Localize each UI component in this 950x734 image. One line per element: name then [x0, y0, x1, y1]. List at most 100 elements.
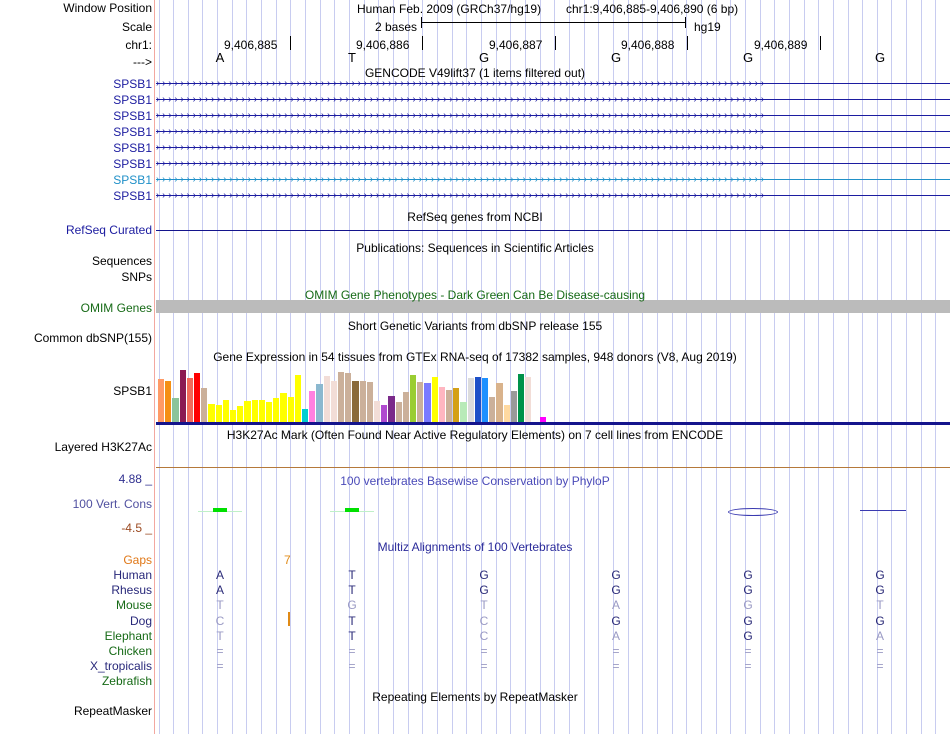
species-label[interactable]: Dog [129, 614, 152, 628]
gtex-tissue-bar[interactable] [438, 387, 446, 422]
gtex-tissue-bar[interactable] [194, 372, 201, 422]
gtex-tissue-bar[interactable] [287, 396, 294, 422]
track-label-gaps[interactable]: Gaps [123, 553, 152, 567]
gtex-tissue-bar[interactable] [186, 378, 194, 422]
gencode-gene-label[interactable]: SPSB1 [113, 173, 152, 187]
species-label[interactable]: Chicken [108, 644, 152, 658]
gtex-tissue-bar[interactable] [489, 396, 496, 422]
alignment-base: G [743, 598, 753, 612]
gencode-gene-label[interactable]: SPSB1 [113, 93, 152, 107]
gtex-tissue-bar[interactable] [417, 381, 424, 422]
gtex-tissue-bar[interactable] [338, 371, 345, 422]
gtex-expression-barchart[interactable] [156, 366, 950, 425]
gtex-tissue-bar[interactable] [424, 382, 431, 422]
gtex-tissue-bar[interactable] [402, 391, 410, 422]
gencode-transcript-row[interactable]: › › › › › › › › › › › › › › › › › › › › … [156, 142, 950, 153]
gencode-transcript-row[interactable]: › › › › › › › › › › › › › › › › › › › › … [156, 126, 950, 137]
gtex-tissue-bar[interactable] [510, 390, 518, 422]
gencode-transcript-row[interactable]: › › › › › › › › › › › › › › › › › › › › … [156, 190, 950, 201]
track-label-omim-genes[interactable]: OMIM Genes [80, 301, 152, 315]
gtex-tissue-bar[interactable] [482, 378, 489, 422]
gtex-tissue-bar[interactable] [352, 380, 359, 422]
gencode-transcript-row[interactable]: › › › › › › › › › › › › › › › › › › › › … [156, 78, 950, 89]
gtex-tissue-bar[interactable] [280, 392, 287, 422]
gtex-tissue-bar[interactable] [237, 406, 244, 422]
gtex-tissue-bar[interactable] [172, 398, 179, 422]
gtex-tissue-bar[interactable] [266, 401, 273, 422]
gtex-tissue-bar[interactable] [518, 373, 525, 422]
gtex-tissue-bar[interactable] [460, 401, 467, 422]
gencode-transcript-row[interactable]: › › › › › › › › › › › › › › › › › › › › … [156, 94, 950, 105]
alignment-base: = [348, 644, 356, 658]
gtex-tissue-bar[interactable] [467, 378, 474, 422]
conservation-feature-mark[interactable] [728, 508, 778, 516]
gtex-tissue-bar[interactable] [366, 381, 374, 422]
gencode-transcript-row[interactable]: › › › › › › › › › › › › › › › › › › › › … [156, 158, 950, 169]
track-label-layered-h3k27ac[interactable]: Layered H3K27Ac [54, 440, 152, 454]
gtex-tissue-bar[interactable] [395, 402, 402, 422]
gencode-gene-label[interactable]: SPSB1 [113, 77, 152, 91]
track-label-refseq-curated[interactable]: RefSeq Curated [65, 223, 152, 237]
alignment-base: = [216, 659, 224, 673]
gtex-tissue-bar[interactable] [345, 372, 352, 422]
refseq-feature-line[interactable] [156, 230, 950, 231]
gtex-tissue-bar[interactable] [323, 376, 330, 422]
gtex-tissue-bar[interactable] [446, 390, 453, 422]
gencode-gene-label[interactable]: SPSB1 [113, 189, 152, 203]
gtex-tissue-bar[interactable] [316, 383, 323, 422]
gtex-tissue-bar[interactable] [230, 409, 237, 422]
gtex-tissue-bar[interactable] [453, 388, 460, 422]
gtex-tissue-bar[interactable] [222, 400, 230, 422]
gencode-transcript-row[interactable]: › › › › › › › › › › › › › › › › › › › › … [156, 174, 950, 185]
gtex-tissue-bar[interactable] [273, 397, 280, 422]
gencode-gene-label[interactable]: SPSB1 [113, 157, 152, 171]
species-label[interactable]: Zebrafish [101, 674, 152, 688]
gtex-tissue-bar[interactable] [158, 379, 165, 422]
species-label[interactable]: Rhesus [111, 583, 152, 597]
alignment-base: G [479, 568, 489, 582]
gtex-tissue-bar[interactable] [302, 408, 309, 422]
gtex-tissue-bar[interactable] [525, 376, 532, 422]
track-label-gtex-gene[interactable]: SPSB1 [113, 384, 152, 398]
gtex-tissue-bar[interactable] [309, 390, 316, 422]
gtex-tissue-bar[interactable] [244, 400, 251, 422]
species-label[interactable]: Elephant [104, 629, 152, 643]
conservation-feature-mark[interactable] [860, 510, 906, 511]
track-label-snps[interactable]: SNPs [121, 270, 152, 284]
gencode-gene-label[interactable]: SPSB1 [113, 141, 152, 155]
gtex-tissue-bar[interactable] [165, 380, 172, 422]
conservation-positive-bar[interactable] [213, 508, 227, 512]
species-label[interactable]: X_tropicalis [89, 659, 152, 673]
gtex-tissue-bar[interactable] [496, 382, 503, 422]
gtex-tissue-bar[interactable] [179, 370, 186, 422]
species-label[interactable]: Human [113, 568, 152, 582]
gtex-tissue-bar[interactable] [539, 416, 546, 422]
gtex-tissue-bar[interactable] [215, 405, 222, 422]
gencode-transcript-row[interactable]: › › › › › › › › › › › › › › › › › › › › … [156, 110, 950, 121]
track-label-repeatmasker[interactable]: RepeatMasker [73, 704, 152, 718]
gtex-tissue-bar[interactable] [208, 403, 215, 422]
gtex-tissue-bar[interactable] [410, 374, 417, 422]
gtex-tissue-bar[interactable] [381, 405, 388, 422]
track-label-common-dbsnp[interactable]: Common dbSNP(155) [33, 331, 152, 345]
conservation-plot[interactable] [156, 470, 950, 532]
gtex-tissue-bar[interactable] [388, 395, 395, 422]
gencode-gene-label[interactable]: SPSB1 [113, 125, 152, 139]
gtex-tissue-bar[interactable] [503, 405, 510, 422]
gtex-tissue-bar[interactable] [251, 399, 258, 422]
position-text[interactable]: chr1:9,406,885-9,406,890 (6 bp) [566, 2, 739, 16]
gtex-tissue-bar[interactable] [294, 374, 302, 422]
track-label-sequences[interactable]: Sequences [91, 254, 152, 268]
omim-genes-feature-bar[interactable] [156, 300, 950, 313]
gtex-tissue-bar[interactable] [330, 380, 338, 422]
gtex-tissue-bar[interactable] [374, 400, 381, 422]
gtex-tissue-bar[interactable] [359, 380, 366, 422]
track-label-100-vert-cons[interactable]: 100 Vert. Cons [72, 497, 152, 511]
gtex-tissue-bar[interactable] [201, 388, 208, 422]
species-label[interactable]: Mouse [115, 598, 152, 612]
conservation-positive-bar[interactable] [345, 508, 359, 512]
gtex-tissue-bar[interactable] [474, 377, 482, 422]
gencode-gene-label[interactable]: SPSB1 [113, 109, 152, 123]
gtex-tissue-bar[interactable] [431, 377, 438, 422]
gtex-tissue-bar[interactable] [258, 400, 266, 422]
